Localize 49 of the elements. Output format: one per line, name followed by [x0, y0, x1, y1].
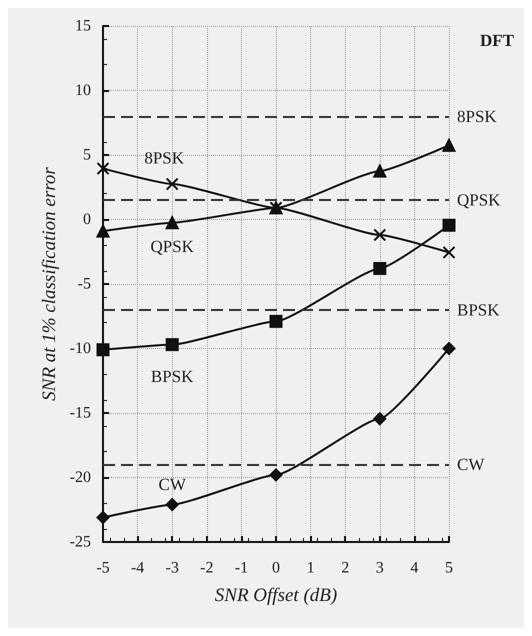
- y-axis-title: SNR at 1% classification error: [38, 166, 60, 401]
- y-tick-label: 15: [75, 18, 91, 34]
- y-tick-label: 0: [83, 211, 91, 228]
- series-label: QPSK: [150, 237, 195, 256]
- x-tick-label: 1: [306, 560, 315, 576]
- ref-line-label: CW: [457, 455, 486, 474]
- point: [373, 412, 386, 426]
- x-tick-label: 4: [410, 560, 418, 576]
- point: [96, 224, 110, 238]
- point: [96, 162, 110, 176]
- x-tick-label: 2: [341, 560, 350, 576]
- x-tick-label: 0: [272, 560, 280, 576]
- point: [373, 228, 386, 242]
- point: [442, 342, 456, 355]
- ref-line-label: QPSK: [457, 190, 502, 210]
- ref-line-label: BPSK: [457, 300, 500, 320]
- ref-line-label: 8PSK: [457, 106, 498, 126]
- x-tick-label: -2: [200, 560, 214, 576]
- x-tick-label: -1: [234, 560, 248, 576]
- text: DFT: [480, 31, 515, 50]
- point: [270, 314, 282, 328]
- point: [166, 498, 179, 512]
- x-tick-label: 5: [445, 560, 453, 576]
- x-tick-label: -4: [130, 560, 144, 576]
- y-tick-label: -20: [70, 469, 91, 486]
- series-label: BPSK: [150, 367, 194, 386]
- point: [96, 510, 110, 524]
- point: [373, 262, 386, 276]
- point: [442, 138, 456, 152]
- point: [442, 218, 456, 232]
- y-tick-label: 10: [75, 82, 91, 99]
- x-tick-label: -3: [166, 560, 179, 576]
- series-label: 8PSK: [144, 148, 185, 168]
- point: [166, 178, 179, 191]
- point: [96, 343, 110, 356]
- y-tick-label: -5: [78, 276, 91, 292]
- y-tick-label: -25: [70, 534, 91, 550]
- point: [166, 216, 179, 230]
- y-tick-label: -15: [70, 404, 91, 422]
- x-axis-title: SNR Offset (dB): [214, 585, 338, 606]
- series-label: CW: [158, 475, 187, 494]
- point: [270, 468, 282, 482]
- x-tick-label: 3: [376, 560, 384, 576]
- point: [442, 246, 456, 259]
- y-tick-label: 5: [83, 146, 91, 164]
- x-tick-label: -5: [96, 560, 110, 576]
- y-tick-label: -10: [70, 340, 91, 357]
- point: [166, 338, 179, 352]
- point: [373, 164, 386, 178]
